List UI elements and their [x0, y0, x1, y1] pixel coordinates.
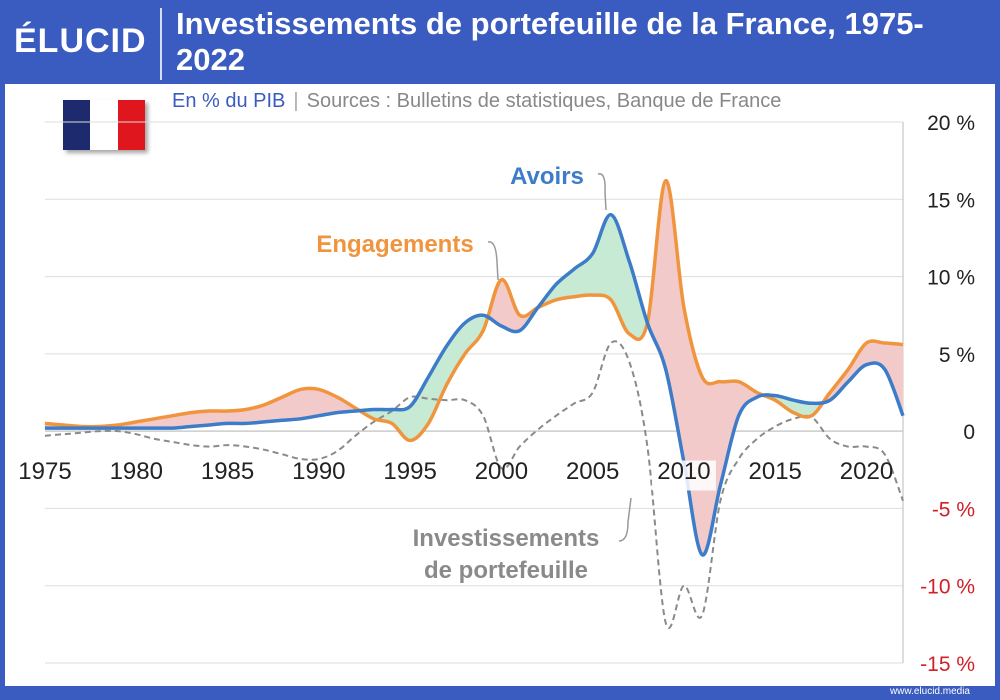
flag-stripe-white — [90, 100, 118, 150]
y-tick-label: 0 — [963, 421, 975, 444]
chart-subtitle: En % du PIB | Sources : Bulletins de stati… — [172, 90, 781, 113]
annotation-avoirs: Avoirs — [510, 163, 584, 190]
y-tick-label: -10 % — [920, 576, 975, 599]
series-line-investissements — [44, 340, 904, 629]
x-tick-label: 2005 — [566, 458, 619, 485]
y-tick-label: -5 % — [932, 498, 975, 521]
x-tick-halo — [651, 460, 716, 491]
annotation-leader-engagements — [487, 241, 499, 281]
annotation-line: Investissements — [413, 525, 600, 552]
x-tick-label: 1990 — [292, 458, 345, 485]
x-tick-label: 2020 — [840, 458, 893, 485]
x-tick-label: 1985 — [201, 458, 254, 485]
subtitle-separator: | — [293, 90, 299, 112]
y-tick-label: -15 % — [920, 653, 975, 676]
flag-stripe-blue — [63, 100, 91, 150]
header: ÉLUCID Investissements de portefeuille d… — [0, 0, 1000, 84]
series-line-avoirs — [45, 212, 905, 557]
x-tick-label: 1995 — [383, 458, 436, 485]
annotation-leader-investissements — [618, 497, 632, 542]
x-tick-label: 2010 — [657, 458, 710, 485]
flag-stripe-red — [117, 100, 145, 150]
y-tick-label: 20 % — [927, 112, 975, 135]
annotation-investissements: Investissements de portefeuille — [413, 525, 600, 584]
y-tick-label: 15 % — [927, 189, 975, 212]
x-tick-label: 2000 — [475, 458, 528, 485]
x-tick-label: 2015 — [749, 458, 802, 485]
annotation-line: de portefeuille — [424, 557, 588, 584]
france-flag — [63, 100, 145, 150]
y-tick-label: 5 % — [939, 344, 975, 367]
x-tick-label: 1980 — [110, 458, 163, 485]
series-line-engagements — [44, 178, 904, 443]
subtitle-unit: En % du PIB — [172, 90, 286, 112]
footer-url: www.elucid.media — [889, 686, 970, 697]
x-tick-label: 1975 — [18, 458, 71, 485]
header-divider — [160, 8, 162, 80]
annotation-engagements: Engagements — [316, 231, 473, 258]
subtitle-source: Sources : Bulletins de statistiques, Ban… — [306, 90, 782, 112]
brand-logo: ÉLUCID — [14, 22, 147, 60]
gap-fill — [900, 344, 904, 417]
annotation-leader-avoirs — [597, 173, 607, 211]
chart-title: Investissements de portefeuille de la Fr… — [176, 6, 924, 77]
y-tick-label: 10 % — [927, 267, 975, 290]
